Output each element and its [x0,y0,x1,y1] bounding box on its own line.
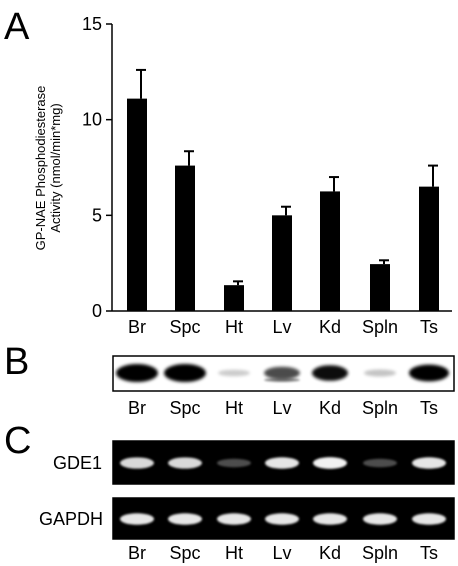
western-band-ts [409,364,449,382]
western-band-lv [264,366,300,382]
x-tick-label-kd: Kd [319,317,341,337]
bar-br [127,98,147,312]
x-tick-label-spln: Spln [362,317,398,337]
pcr-band-gde1-spln [363,458,397,468]
x-tick-label-spc: Spc [169,317,200,337]
western-lane-label-spln: Spln [362,398,398,418]
error-bar-lv [281,205,291,216]
western-lane-label-ht: Ht [225,398,243,418]
pcr-lane-label-spc: Spc [169,543,200,563]
error-bar-ts [428,164,438,187]
y-axis-label-line-2: Activity (nmol/min*mg) [48,103,63,232]
error-bars-layer [136,68,438,286]
bar-chart: 0 5 10 15 Br Spc Ht Lv Kd Spln Ts GP-NAE Phosphod… [33,14,452,337]
x-labels-layer: Br Spc Ht Lv Kd Spln Ts [128,317,438,337]
western-band-spln [364,369,396,377]
pcr-band-gde1-ht [217,458,251,468]
pcr-band-gapdh-spc [168,513,202,525]
bar-kd [320,191,340,311]
pcr-bands [120,457,446,525]
pcr-lane-label-ts: Ts [420,543,438,563]
row-label-gde1: GDE1 [53,453,102,473]
pcr-band-gde1-kd [313,457,347,469]
bar-spc [175,165,195,311]
y-ticks-layer: 0 5 10 15 [82,14,112,321]
bars-layer [127,98,439,312]
pcr-lane-label-kd: Kd [319,543,341,563]
pcr-lane-labels: Br Spc Ht Lv Kd Spln Ts [128,543,438,563]
western-band-ht [218,369,250,377]
western-band-br [116,364,158,382]
pcr-band-gapdh-ts [412,513,446,525]
bar-ht [224,285,244,311]
error-bar-spc [184,150,194,166]
bar-ts [419,186,439,311]
pcr-lane-label-spln: Spln [362,543,398,563]
error-bar-kd [329,176,339,192]
error-bar-br [136,68,146,99]
western-band-kd [312,365,348,381]
y-axis-label-line-1: GP-NAE Phosphodiesterase [33,86,48,251]
row-label-gapdh: GAPDH [39,509,103,529]
pcr-band-gde1-spc [168,457,202,469]
x-tick-label-ht: Ht [225,317,243,337]
western-lane-label-kd: Kd [319,398,341,418]
y-tick-label: 10 [82,110,102,130]
panel-letter-c: C [4,420,32,462]
y-tick-label: 5 [92,205,102,225]
western-lane-labels: Br Spc Ht Lv Kd Spln Ts [128,398,438,418]
panel-letter-a: A [4,6,30,48]
pcr-lane-label-br: Br [128,543,146,563]
x-tick-label-br: Br [128,317,146,337]
pcr-gels: GDE1 GAPDH Br Spc Ht Lv Kd Spln Ts [39,440,455,563]
western-blot: Br Spc Ht Lv Kd Spln Ts [112,355,455,418]
pcr-band-gapdh-br [120,513,154,525]
western-lane-label-ts: Ts [420,398,438,418]
panel-letter-b: B [4,341,30,383]
y-tick-label: 0 [92,301,102,321]
western-bands [116,364,449,382]
error-bar-spln [379,259,389,265]
bar-lv [272,215,292,311]
pcr-band-gde1-br [120,457,154,469]
pcr-lane-label-ht: Ht [225,543,243,563]
pcr-band-gde1-lv [265,457,299,469]
pcr-band-gapdh-lv [265,513,299,525]
pcr-band-gde1-ts [412,457,446,469]
western-lane-label-br: Br [128,398,146,418]
western-lane-label-lv: Lv [272,398,291,418]
western-lane-label-spc: Spc [169,398,200,418]
y-tick-label: 15 [82,14,102,34]
pcr-lane-label-lv: Lv [272,543,291,563]
pcr-band-gapdh-ht [217,513,251,525]
x-tick-label-lv: Lv [272,317,291,337]
bar-spln [370,264,390,311]
x-tick-label-ts: Ts [420,317,438,337]
pcr-band-gapdh-spln [363,513,397,525]
pcr-band-gapdh-kd [313,513,347,525]
western-band-spc [164,364,206,382]
error-bar-ht [233,280,243,286]
